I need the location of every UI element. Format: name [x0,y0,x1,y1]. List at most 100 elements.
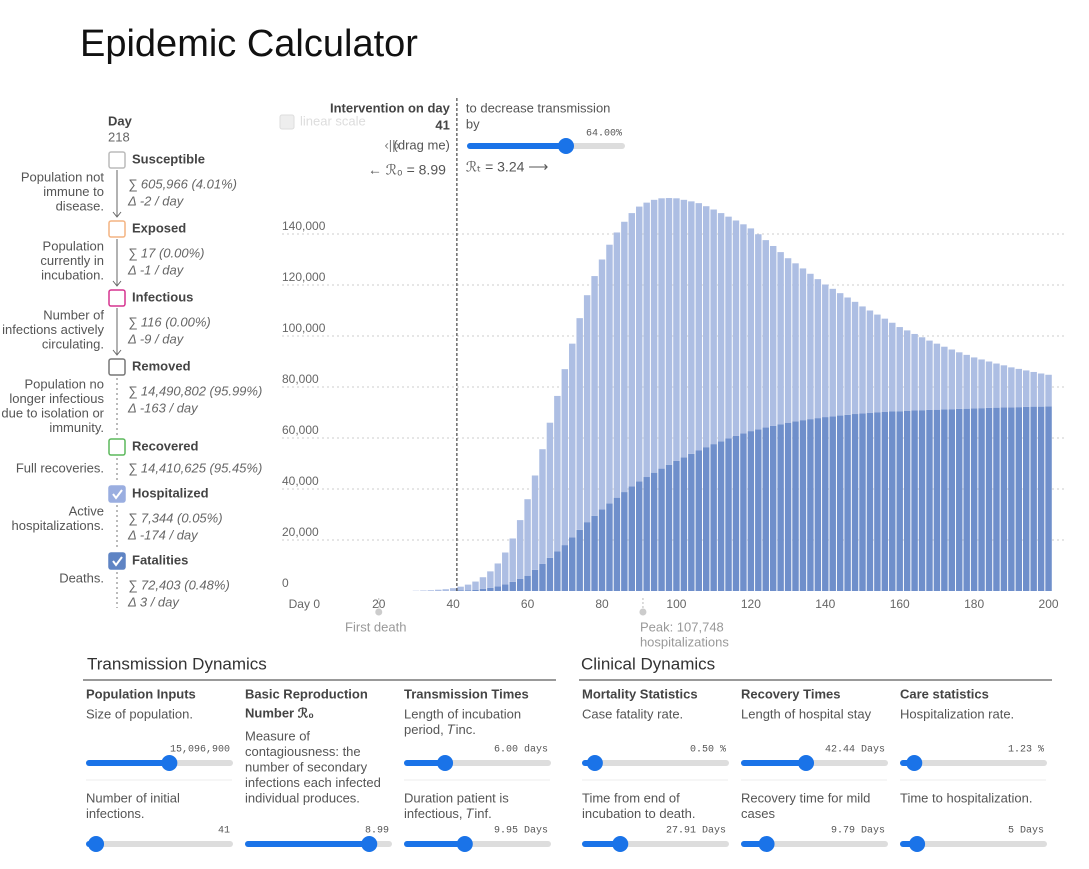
bar [569,537,575,591]
legend-stat: Δ -1 / day [127,262,185,277]
parameter-value: 9.79 Days [831,826,885,837]
slider-thumb[interactable] [161,755,177,771]
bar [986,362,992,408]
parameter-description: Length of incubation [404,706,521,721]
bar [822,417,828,591]
parameter-description: Measure of [245,728,310,743]
bar [911,410,917,591]
bar [450,588,456,591]
slider-thumb[interactable] [587,755,603,771]
parameter-value: 0.50 % [690,745,726,756]
bar [896,411,902,591]
bar [949,409,955,591]
bar [591,276,597,516]
day-value: 218 [108,129,130,144]
legend-name: Recovered [132,438,199,453]
scale-checkbox[interactable] [280,115,294,129]
slider-thumb[interactable] [612,836,628,852]
legend-name: Infectious [132,289,193,304]
bar [651,473,657,591]
slider-thumb[interactable] [361,836,377,852]
bar [569,344,575,538]
legend-description: Full recoveries. [16,460,104,475]
slider-thumb[interactable] [437,755,453,771]
bar [941,347,947,410]
legend-description: due to isolation or [1,405,104,420]
bar [800,420,806,591]
parameter-description: Length of hospital stay [741,706,872,721]
legend-description: immune to [43,184,104,199]
slider-thumb[interactable] [909,836,925,852]
bar [480,577,486,589]
y-tick-label: 120,000 [282,270,326,284]
bar [576,530,582,591]
bar [658,469,664,591]
slider-thumb[interactable] [759,836,775,852]
bar [696,203,702,450]
bar [673,461,679,591]
slider-thumb[interactable] [906,755,922,771]
legend-checkbox[interactable] [109,486,125,502]
parameter-description: Time from end of [582,790,680,805]
legend-checkbox[interactable] [109,359,125,375]
bar [636,481,642,591]
bar [725,217,731,439]
drag-hint[interactable]: (drag me) [394,137,450,152]
bar [867,311,873,414]
bar [837,293,843,415]
legend-checkbox[interactable] [109,290,125,306]
parameter-description: infections each infected [245,775,381,790]
legend-description: incubation. [41,267,104,282]
scale-label[interactable]: linear scale [300,113,366,128]
bar [919,337,925,410]
bar [822,284,828,417]
bar [643,477,649,591]
legend-description: currently in [40,253,104,268]
annotation-dot [375,609,382,616]
bar [457,590,463,591]
slider-thumb[interactable] [457,836,473,852]
bar [830,416,836,591]
bar [621,222,627,492]
bar [1001,365,1007,407]
legend-checkbox[interactable] [109,221,125,237]
bar [956,352,962,409]
legend-checkbox[interactable] [109,152,125,168]
bar [539,449,545,564]
parameter-value: 41 [218,826,230,837]
bar [904,411,910,591]
bar [1008,407,1014,591]
bar [986,408,992,591]
column-title: Care statistics [900,686,989,701]
r0-label: ← ℛ₀ = 8.99 [368,162,446,178]
bar [688,201,694,453]
bar [703,447,709,591]
bar [867,413,873,591]
legend-stat: ∑ 14,490,802 (95.99%) [128,383,262,398]
intervention-description: to decrease transmission [466,100,611,115]
slider-thumb[interactable] [88,836,104,852]
bar [681,457,687,591]
bar [495,563,501,586]
parameter-description: contagiousness: the [245,744,361,759]
bar [591,516,597,591]
slider-thumb[interactable] [798,755,814,771]
parameter-value: 27.91 Days [666,826,726,837]
parameter-description: Hospitalization rate. [900,706,1014,721]
parameter-description: Recovery time for mild [741,790,870,805]
parameter-description: cases [741,806,775,821]
bar [785,423,791,591]
bar [517,520,523,579]
bar [629,486,635,591]
legend-checkbox[interactable] [109,553,125,569]
annotation-text: Peak: 107,748 [640,619,724,634]
bar [487,588,493,591]
legend-description: immunity. [49,420,104,435]
x-tick-label: 80 [595,597,609,611]
bar [532,570,538,591]
y-tick-label: 40,000 [282,474,319,488]
legend-checkbox[interactable] [109,439,125,455]
legend-stat: Δ -174 / day [127,527,199,542]
bar [599,509,605,591]
slider-thumb[interactable] [558,138,574,154]
